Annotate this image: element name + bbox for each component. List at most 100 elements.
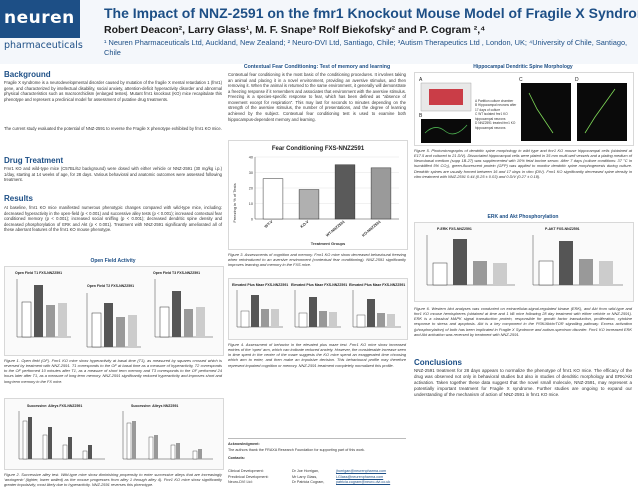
spine-legend: A Partition culture chamber B Hippocampa…	[475, 99, 519, 130]
logo-box: neuren	[0, 0, 80, 38]
contact-email-link[interactable]: patricia.cogram@neuro-dvi.co.uk	[336, 480, 391, 485]
sa2-bar	[132, 421, 136, 459]
epm1-bar	[240, 310, 250, 328]
p-erk-title: P-ERK FXS-NNZ2591	[437, 227, 472, 231]
epm2-bar	[298, 312, 308, 328]
y-tick-label: 20	[249, 186, 253, 190]
p-akt-chart: P-AKT FXS-NNZ2591	[532, 227, 623, 286]
epm3-bar	[367, 299, 375, 327]
contact-roles: Clinical Development: Preclinical Develo…	[228, 469, 280, 486]
open-field-charts: Open Field T1 FXS-NNZ2591 Open Field T2 …	[15, 271, 213, 348]
sa1-bar	[88, 445, 92, 459]
neuron-image-c	[521, 83, 571, 141]
dendrite-c	[528, 92, 554, 134]
sa-chart-1-title: Successive: Alleys FXS-NNZ2591	[27, 404, 82, 408]
sa1-bar	[82, 450, 88, 460]
of-chart-3: Open Field T3 FXS-NNZ2591	[153, 271, 213, 338]
epm-chart-1-title: Elevated Plus Maze FXS-NNZ2591	[232, 283, 288, 287]
sa1-bar	[28, 417, 32, 459]
dendrite-d	[584, 88, 616, 134]
epm2-bar	[329, 312, 337, 327]
sa1-bar	[48, 427, 52, 459]
of3-bar-3	[184, 309, 193, 337]
pakt-bar	[579, 259, 593, 285]
contact-name: Mr Larry Glass,	[292, 474, 318, 479]
sa1-bar	[62, 444, 68, 460]
epm-chart-2-title: Elevated Plus Maze FXS-NNZ2591	[291, 283, 347, 287]
epm-chart-1: Elevated Plus Maze FXS-NNZ2591	[232, 283, 288, 328]
panel-label-c: C	[519, 77, 523, 83]
of3-bar-2	[172, 291, 181, 337]
epm3-bar	[387, 314, 395, 327]
neuron-image-d	[577, 83, 627, 141]
of2-bar-1	[91, 312, 102, 348]
drug-treatment-text: Fmr1 KO and wild-type mice (C57BL/6J bac…	[4, 166, 222, 183]
sa2-bar	[176, 443, 180, 459]
poster-title: The Impact of NNZ-2591 on the fmr1 Knock…	[104, 5, 638, 21]
fear-conditioning-title: Contextual Fear Conditioning: Test of me…	[243, 64, 391, 70]
panel-label-a: A	[419, 77, 423, 83]
fear-chart-ylabel: Freezing in % of Tests	[232, 183, 237, 222]
epm3-bar	[356, 314, 366, 328]
of1-bar-4	[58, 303, 67, 337]
conclusions-text: NNZ-2591 treatment for 28 days appears t…	[414, 368, 632, 397]
panel-label-b: B	[419, 113, 423, 119]
y-tick-label: 0	[251, 217, 253, 221]
epm-chart-3-title: Elevated Plus Maze FXS-NNZ2591	[349, 283, 405, 287]
of3-bar-1	[159, 306, 170, 338]
p-akt-title: P-AKT FXS-NNZ2591	[545, 227, 580, 231]
spine-title: Hippocampal Dendritic Spine Morphology	[473, 64, 573, 70]
sa1-bar	[22, 420, 28, 460]
elevated-plus-charts: Elevated Plus Maze FXS-NNZ2591 Elevated …	[232, 283, 405, 328]
background-text: Fragile X syndrome is a neurodevelopment…	[4, 80, 222, 102]
elevated-plus-figure: Elevated Plus Maze FXS-NNZ2591 Elevated …	[228, 278, 408, 340]
of3-bar-4	[196, 307, 205, 337]
contact-email-link[interactable]: LGlass@neurenpharma.com	[336, 474, 384, 479]
pakt-bar	[559, 241, 573, 285]
sa2-bar	[170, 444, 176, 460]
fear-chart-xlabel: Treatment Groups	[311, 241, 346, 246]
ack-text: The authors thank the FRAXA Research Fou…	[228, 448, 365, 452]
sa2-bar	[148, 436, 154, 460]
successive-charts: Successive: Alleys FXS-NNZ2591 Successiv…	[18, 404, 213, 460]
fear-bar-ko-v	[298, 189, 320, 220]
open-field-title: Open Field Activity	[90, 258, 136, 264]
of-chart-2: Open Field T2 FXS-NNZ2591	[86, 284, 141, 348]
x-tick-label: KO-NNZ2591	[361, 220, 381, 238]
of-chart-2-title: Open Field T2 FXS-NNZ2591	[87, 284, 134, 288]
of2-bar-4	[128, 315, 137, 347]
contact-emails: jhorrigan@neurenpharma.com LGlass@neuren…	[336, 469, 406, 486]
neuren-logo: neuren pharmaceuticals	[0, 0, 83, 64]
of-chart-1-title: Open Field T1 FXS-NNZ2591	[15, 271, 62, 275]
contact-email-link[interactable]: jhorrigan@neurenpharma.com	[336, 469, 387, 473]
results-text: At baseline, fmr1 KO mice manifested num…	[4, 205, 222, 233]
x-tick-label: WT-NNZ2591	[325, 220, 345, 238]
epm2-bar	[319, 311, 327, 327]
epm3-bar	[377, 313, 385, 327]
contact-role: Preclinical Development:	[228, 474, 269, 479]
spine-figure-svg: A B C D	[419, 77, 627, 143]
spine-legend-item: D NNZ2591 treated fmr1 KO hippocampal ne…	[475, 121, 516, 130]
fear-chart-svg: Fear Conditioning FXS-NNZ2591 Freezing i…	[232, 146, 399, 246]
y-tick-label: 40	[249, 155, 253, 159]
erk-figure: P-ERK FXS-NNZ2591 P-AKT FXS-NNZ2591	[414, 222, 634, 302]
fear-bar-wt-v	[262, 178, 284, 220]
perk-bar	[473, 261, 487, 285]
epm1-bar	[271, 309, 279, 327]
epm2-bar	[309, 297, 317, 327]
figure-5-caption: Figure 5. Photomicrographs of dendritic …	[414, 148, 632, 179]
results-title: Results	[4, 194, 33, 203]
of1-bar-2	[34, 285, 43, 337]
pakt-bar	[599, 261, 613, 285]
spine-legend-item: C WT isolated fmr1 KO hippocampal neuron…	[475, 112, 508, 121]
of1-bar-1	[21, 301, 32, 338]
sa2-bar	[192, 450, 198, 460]
of-chart-3-title: Open Field T3 FXS-NNZ2591	[153, 271, 200, 275]
fear-chart-xticks: WT-V KO-V WT-NNZ2591 KO-NNZ2591	[264, 219, 382, 237]
figure-6-caption: Figure 6. Western blot analyses was cond…	[414, 306, 632, 337]
fear-chart-title: Fear Conditioning FXS-NNZ2591	[272, 146, 365, 152]
fear-conditioning-chart: Fear Conditioning FXS-NNZ2591 Freezing i…	[228, 140, 408, 250]
fear-chart-bars	[262, 164, 392, 220]
contact-name: Dr Joe Horrigan,	[292, 469, 320, 473]
of2-bar-3	[116, 317, 125, 347]
